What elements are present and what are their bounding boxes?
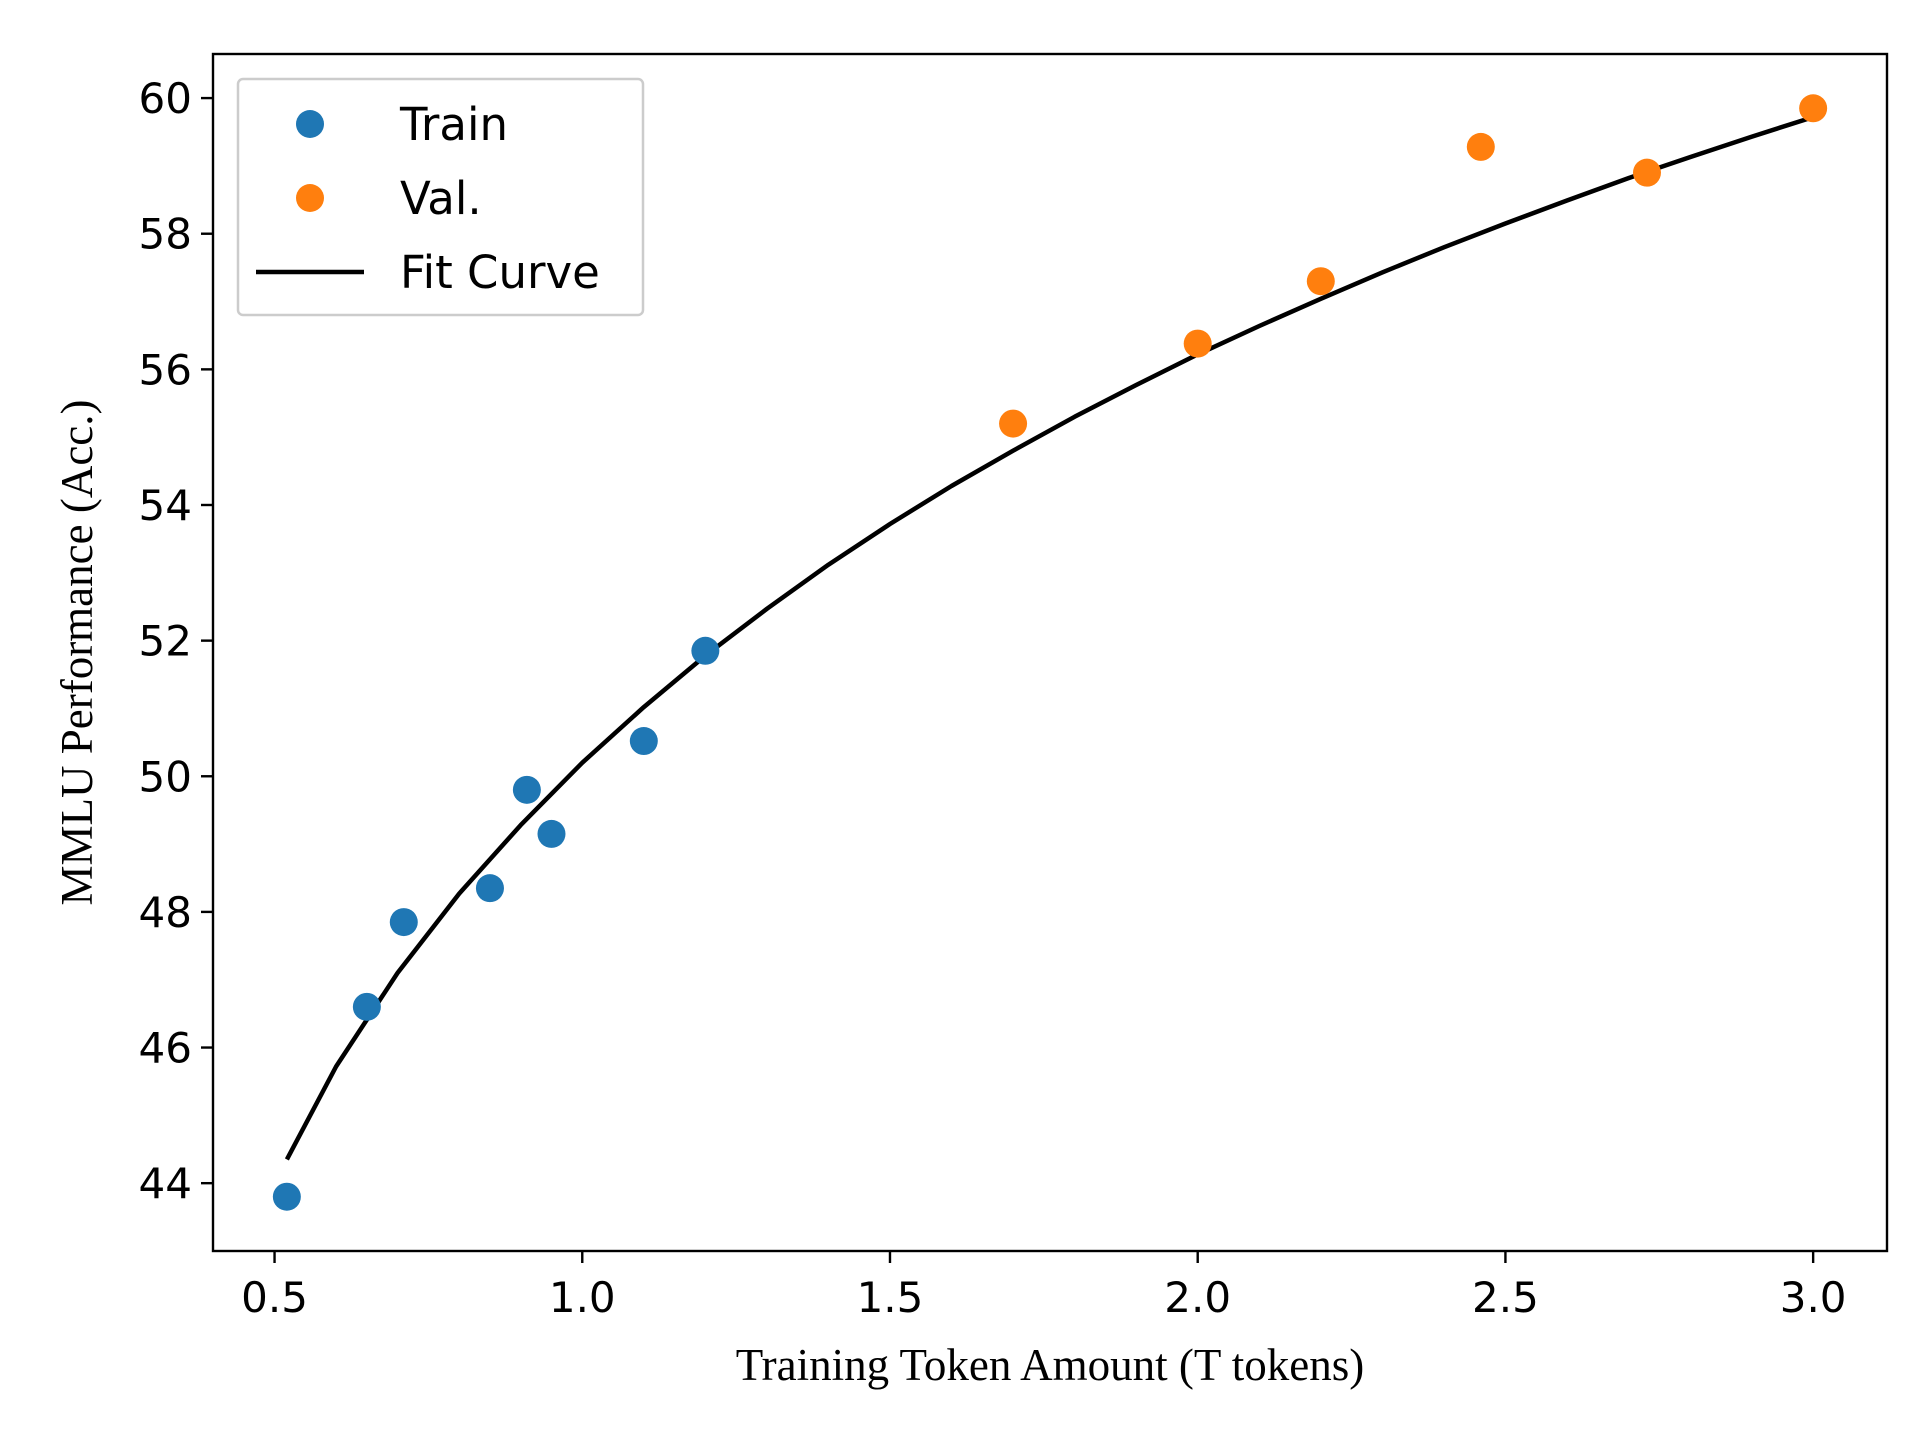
legend-marker xyxy=(296,184,324,212)
x-tick-label: 1.5 xyxy=(857,1273,924,1322)
train-point xyxy=(537,819,566,848)
plot-area xyxy=(272,94,1828,1211)
y-axis-title: MMLU Performance (Acc.) xyxy=(52,399,102,905)
x-axis-title: Training Token Amount (T tokens) xyxy=(736,1340,1365,1390)
val-point xyxy=(1306,267,1335,296)
train-point xyxy=(512,775,541,804)
train-point xyxy=(691,636,720,665)
fit-curve-line xyxy=(284,114,1814,1161)
val-point xyxy=(1466,132,1495,161)
val-point xyxy=(1183,329,1212,358)
y-tick-label: 50 xyxy=(139,752,192,801)
y-tick-label: 52 xyxy=(139,617,192,666)
x-tick-label: 3.0 xyxy=(1780,1273,1847,1322)
y-tick-label: 46 xyxy=(139,1024,192,1073)
x-tick-label: 2.0 xyxy=(1164,1273,1231,1322)
plot-frame xyxy=(211,52,1889,1253)
val-point xyxy=(999,409,1028,438)
y-tick-label: 56 xyxy=(139,345,192,394)
val-point xyxy=(1632,158,1661,187)
legend-entries: Train Val. Fit Curve xyxy=(256,98,600,299)
axes: 0.5 1.0 1.5 2.0 2.5 3.0 44 46 48 50 52 54 56 58 60 xyxy=(139,74,1847,1322)
legend-marker xyxy=(296,110,324,138)
x-tick-label: 2.5 xyxy=(1472,1273,1539,1322)
x-tick-label: 0.5 xyxy=(241,1273,308,1322)
legend: Train Val. Fit Curve xyxy=(236,77,645,317)
val-point xyxy=(1799,94,1828,123)
y-tick-label: 58 xyxy=(139,210,192,259)
y-tick-label: 54 xyxy=(139,481,192,530)
legend-label: Fit Curve xyxy=(400,246,600,299)
y-tick-label: 44 xyxy=(139,1159,192,1208)
train-point xyxy=(475,874,504,903)
legend-label: Val. xyxy=(400,172,482,225)
x-tick-label: 1.0 xyxy=(549,1273,616,1322)
train-point xyxy=(272,1182,301,1211)
train-point xyxy=(352,992,381,1021)
legend-frame xyxy=(236,77,645,317)
train-point xyxy=(389,908,418,937)
y-tick-label: 60 xyxy=(139,74,192,123)
y-tick-label: 48 xyxy=(139,888,192,937)
train-point xyxy=(629,727,658,756)
legend-label: Train xyxy=(399,98,508,151)
